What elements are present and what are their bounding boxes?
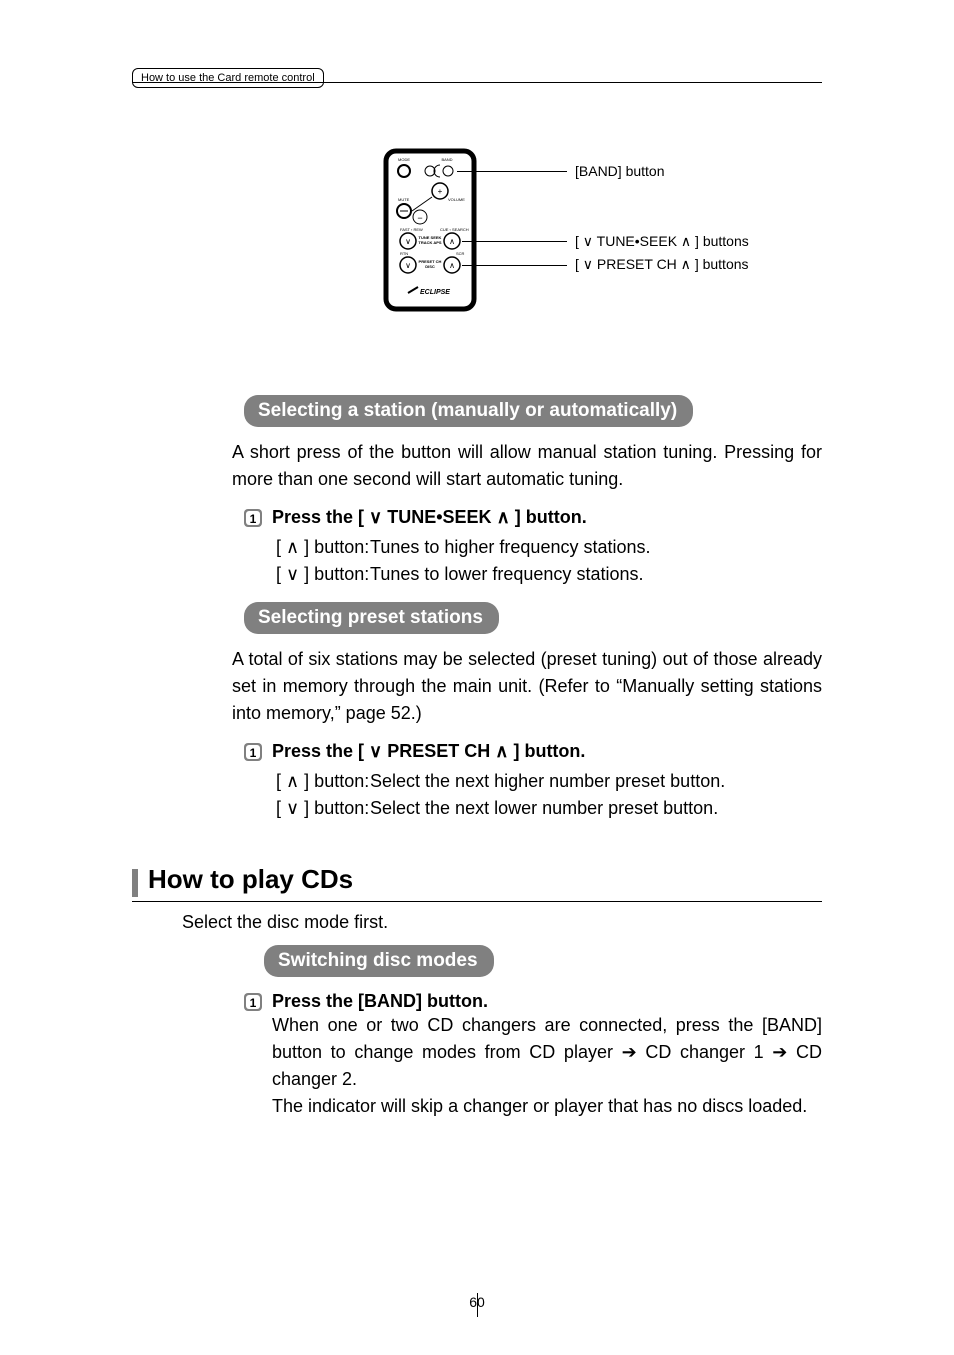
s3-p1b: CD changer 1 xyxy=(637,1042,773,1062)
section2-para: A total of six stations may be selected … xyxy=(232,646,822,727)
svg-text:∧: ∧ xyxy=(449,237,455,246)
band-leader xyxy=(457,171,567,172)
header-box: How to use the Card remote control xyxy=(132,68,324,88)
svg-text:FAST ‹ REW: FAST ‹ REW xyxy=(400,227,423,232)
s2-up-label: [ ∧ ] button: xyxy=(276,768,370,795)
svg-text:1: 1 xyxy=(250,746,257,760)
s2-step-suffix: ] button. xyxy=(508,741,585,761)
tune-label: [ ∨ TUNE•SEEK ∧ ] buttons xyxy=(575,233,749,250)
section1-sublist: [ ∧ ] button: Tunes to higher frequency … xyxy=(276,534,822,588)
section3-step: 1 Press the [BAND] button. When one or t… xyxy=(244,991,822,1120)
remote-diagram: MODE BAND + MUTE VOLUME − FAST ‹ REW CUE… xyxy=(380,145,820,345)
s3-p2: The indicator will skip a changer or pla… xyxy=(272,1093,822,1120)
s2-step-mid: PRESET CH xyxy=(387,741,490,761)
svg-text:ECLIPSE: ECLIPSE xyxy=(420,289,450,296)
section2-title: Selecting preset stations xyxy=(244,602,499,634)
svg-text:MUTE: MUTE xyxy=(398,197,410,202)
preset-leader xyxy=(462,265,567,266)
svg-text:MODE: MODE xyxy=(398,157,410,162)
s1-up-desc: Tunes to higher frequency stations. xyxy=(370,534,822,561)
s2-down-label: [ ∨ ] button: xyxy=(276,795,370,822)
svg-text:VOLUME: VOLUME xyxy=(448,197,465,202)
svg-text:∨: ∨ xyxy=(405,237,411,246)
s1-up-chev: ∧ xyxy=(492,507,510,527)
h2-tick xyxy=(132,869,138,897)
s3-step: Press the [BAND] button. xyxy=(272,991,822,1012)
section2-sublist: [ ∧ ] button: Select the next higher num… xyxy=(276,768,822,822)
h2-block: How to play CDs xyxy=(132,864,822,902)
intro-text: Select the disc mode first. xyxy=(182,912,822,933)
svg-text:∧: ∧ xyxy=(449,261,455,270)
step-1-icon: 1 xyxy=(244,509,262,527)
step-1b-icon: 1 xyxy=(244,743,262,761)
svg-text:1: 1 xyxy=(250,996,257,1010)
h2-text: How to play CDs xyxy=(148,864,353,897)
section1-title: Selecting a station (manually or automat… xyxy=(244,395,693,427)
s1-down-label: [ ∨ ] button: xyxy=(276,561,370,588)
svg-text:SCR: SCR xyxy=(456,251,465,256)
s1-step-mid: TUNE•SEEK xyxy=(387,507,491,527)
band-label: [BAND] button xyxy=(575,163,665,179)
section2-step: 1 Press the [ ∨ PRESET CH ∧ ] button. xyxy=(244,741,822,762)
tune-leader xyxy=(462,241,567,242)
s2-down-desc: Select the next lower number preset butt… xyxy=(370,795,822,822)
svg-text:DISC: DISC xyxy=(425,264,435,269)
s1-down-chev: ∨ xyxy=(369,507,387,527)
s2-up-desc: Select the next higher number preset but… xyxy=(370,768,822,795)
svg-text:+: + xyxy=(438,187,443,196)
s1-step-suffix: ] button. xyxy=(510,507,587,527)
section1-step: 1 Press the [ ∨ TUNE•SEEK ∧ ] button. xyxy=(244,507,822,528)
section3-title: Switching disc modes xyxy=(264,945,494,977)
svg-text:1: 1 xyxy=(250,512,257,526)
s3-arrow2: ➔ xyxy=(772,1042,787,1062)
header-rule xyxy=(132,82,822,83)
s1-up-label: [ ∧ ] button: xyxy=(276,534,370,561)
step-1c-icon: 1 xyxy=(244,993,262,1011)
s2-up-chev: ∧ xyxy=(490,741,508,761)
section1-para: A short press of the button will allow m… xyxy=(232,439,822,493)
page-num-text: 60 xyxy=(459,1294,495,1310)
svg-text:CUE ‹ SEARCH: CUE ‹ SEARCH xyxy=(440,227,469,232)
svg-text:TRACK APS: TRACK APS xyxy=(418,240,442,245)
s2-down-chev: ∨ xyxy=(369,741,387,761)
s2-step-prefix: Press the [ xyxy=(272,741,369,761)
svg-text:RTN: RTN xyxy=(400,251,408,256)
preset-label: [ ∨ PRESET CH ∧ ] buttons xyxy=(575,256,749,273)
s1-step-prefix: Press the [ xyxy=(272,507,369,527)
s3-arrow1: ➔ xyxy=(622,1042,637,1062)
h2-rule xyxy=(132,901,822,902)
page-num: 60 xyxy=(0,1294,954,1310)
svg-text:−: − xyxy=(417,213,422,223)
svg-text:∨: ∨ xyxy=(405,261,411,270)
svg-text:BAND: BAND xyxy=(441,157,452,162)
s1-down-desc: Tunes to lower frequency stations. xyxy=(370,561,822,588)
